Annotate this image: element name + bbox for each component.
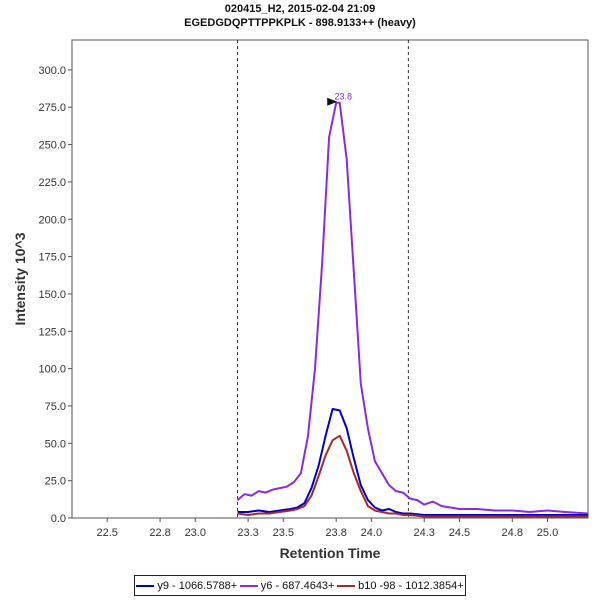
x-tick-label: 23.3 <box>237 527 258 539</box>
legend-swatch-y6 <box>239 584 258 587</box>
peak-boundaries <box>237 40 409 518</box>
series-line-2 <box>237 434 588 518</box>
x-tick-label: 24.3 <box>414 527 435 539</box>
y-tick-label: 300.0 <box>38 65 66 77</box>
x-tick-label: 25.0 <box>537 527 558 539</box>
legend-label-y6: y6 - 687.4643+ <box>260 579 335 592</box>
peak-marker-arrow <box>327 97 338 106</box>
x-tick-label: 22.5 <box>97 527 118 539</box>
x-tick-label: 24.8 <box>502 527 523 539</box>
legend-swatch-b10 <box>337 584 356 587</box>
plot-frame <box>71 39 589 519</box>
y-tick-label: 200.0 <box>38 214 66 226</box>
axis-ticks: 0.0 25.0 50.0 75.0 100.0 125.0 150.0 175.0 200.0… <box>38 65 558 539</box>
chart-title-line1: 020415_H2, 2015-02-04 21:09 <box>224 3 376 15</box>
y-tick-label: 150.0 <box>38 289 66 301</box>
x-tick-label: 22.8 <box>149 527 170 539</box>
legend-swatch-y9 <box>136 584 155 587</box>
x-tick-label: 24.0 <box>361 527 382 539</box>
x-tick-label: 24.5 <box>449 527 470 539</box>
series-lines <box>236 101 589 518</box>
y-tick-label: 0.0 <box>51 513 66 525</box>
legend: y9 - 1066.5788+ y6 - 687.4643+ b10 -98 -… <box>134 575 466 596</box>
y-tick-label: 100.0 <box>38 364 66 376</box>
y-axis-title: Intensity 10^3 <box>12 232 28 325</box>
y-tick-label: 225.0 <box>38 177 66 189</box>
legend-label-y9: y9 - 1066.5788+ <box>157 579 238 592</box>
legend-item-y6: y6 - 687.4643+ <box>239 579 335 592</box>
chromatogram-plot: 0.0 25.0 50.0 75.0 100.0 125.0 150.0 175.0 200.0… <box>12 39 589 561</box>
x-tick-label: 23.5 <box>273 527 294 539</box>
x-axis-title: Retention Time <box>280 545 381 561</box>
y-tick-label: 175.0 <box>38 252 66 264</box>
series-line-1 <box>237 408 588 516</box>
x-tick-label: 23.0 <box>185 527 206 539</box>
peak-label: 23.8 <box>334 92 352 102</box>
y-tick-label: 250.0 <box>38 140 66 152</box>
x-tick-label: 23.8 <box>325 527 346 539</box>
peak-annotation: 23.8 <box>327 92 352 106</box>
y-tick-label: 50.0 <box>45 438 66 450</box>
chart-title-line2: EGEDGDQPTTPPKPLK - 898.9133++ (heavy) <box>184 17 416 29</box>
legend-label-b10: b10 -98 - 1012.3854+ <box>358 579 464 592</box>
y-tick-label: 75.0 <box>45 401 66 413</box>
series-line-0 <box>236 101 589 515</box>
y-tick-label: 25.0 <box>45 476 66 488</box>
y-tick-label: 275.0 <box>38 102 66 114</box>
legend-item-b10: b10 -98 - 1012.3854+ <box>337 580 464 592</box>
legend-item-y9: y9 - 1066.5788+ <box>136 580 237 592</box>
y-tick-label: 125.0 <box>38 326 66 338</box>
